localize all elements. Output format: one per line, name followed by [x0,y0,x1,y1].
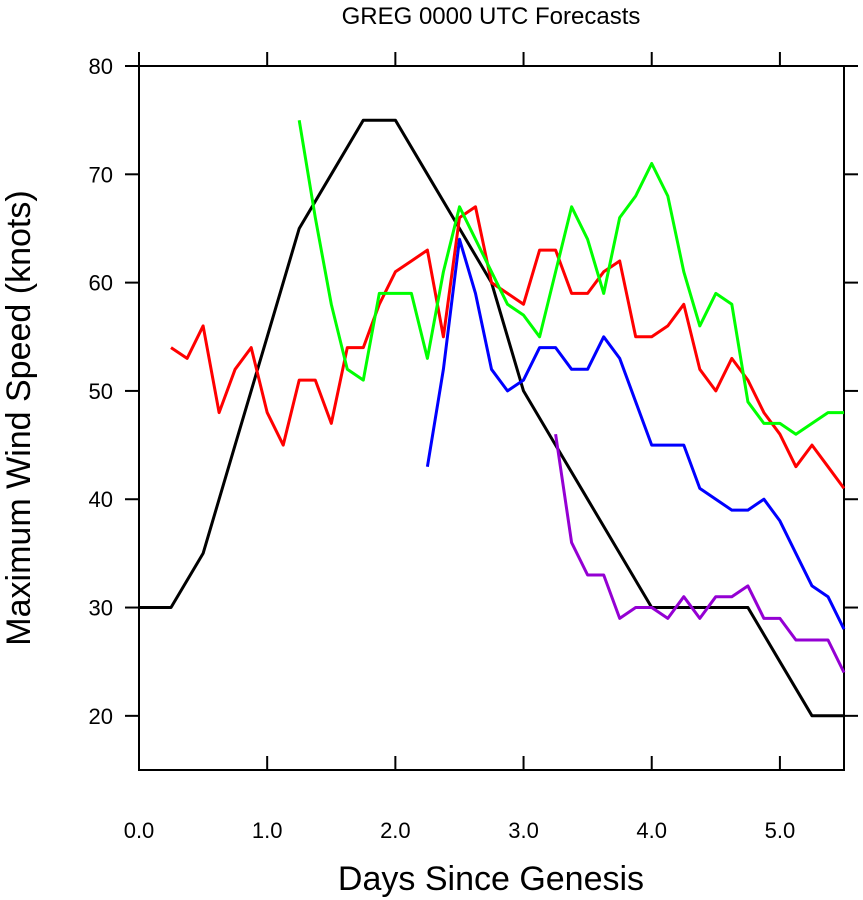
x-tick-label: 5.0 [765,818,796,843]
x-axis-label: Days Since Genesis [338,860,644,898]
x-tick-label: 2.0 [380,818,411,843]
y-axis-label: Maximum Wind Speed (knots) [0,190,38,645]
plot-frame [138,65,845,771]
x-tick-label: 4.0 [636,818,667,843]
x-axis: 0.0 1.0 2.0 3.0 4.0 5.0 [124,52,796,843]
y-tick-label: 70 [89,162,113,187]
y-tick-label: 30 [89,596,113,621]
y-tick-label: 60 [89,271,113,296]
chart-title: GREG 0000 UTC Forecasts [342,3,641,30]
series-line-0 [139,118,844,718]
series-line-4 [554,433,846,674]
y-tick-label: 80 [89,54,113,79]
y-tick-label: 40 [89,487,113,512]
y-axis: 20 30 40 50 60 70 80 [89,54,858,729]
series-group [139,118,846,718]
series-line-3 [425,237,846,630]
x-tick-label: 3.0 [508,818,539,843]
y-tick-label: 20 [89,704,113,729]
x-tick-label: 1.0 [252,818,283,843]
series-line-1 [170,205,846,490]
series-line-2 [297,119,844,436]
x-tick-label: 0.0 [124,818,155,843]
y-tick-label: 50 [89,379,113,404]
